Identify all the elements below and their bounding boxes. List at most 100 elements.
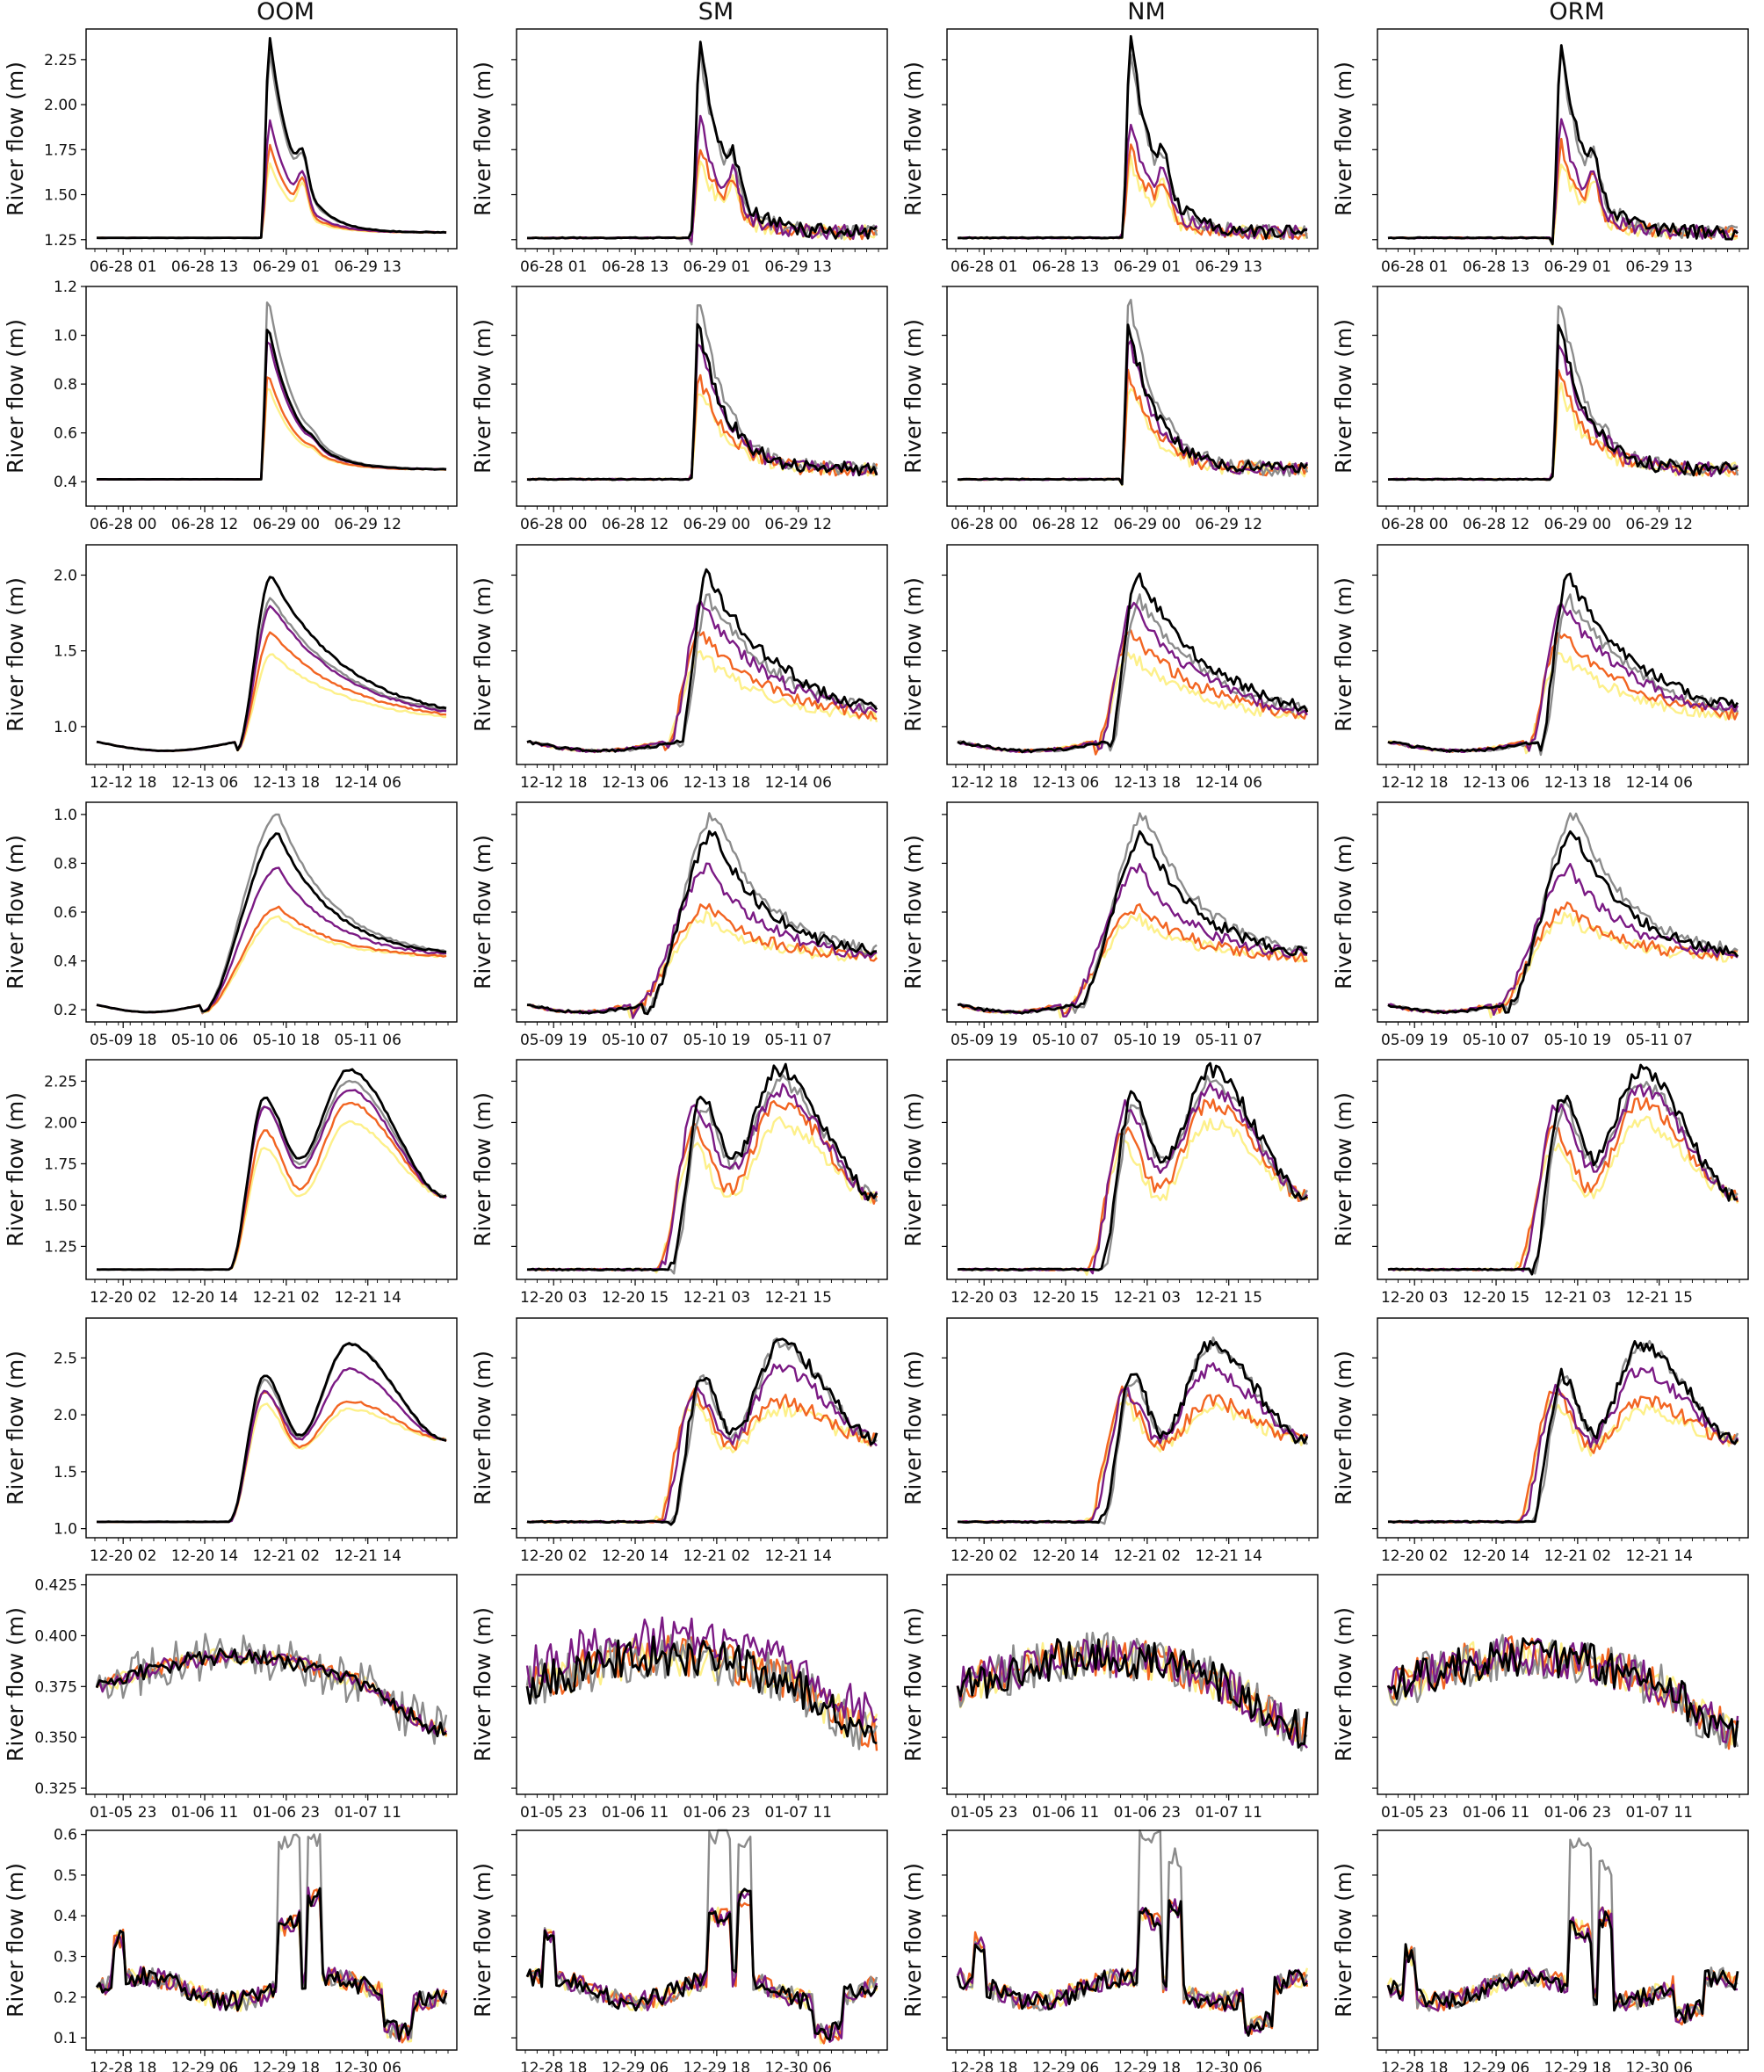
series-line-black xyxy=(525,1635,878,1745)
series-line-gray xyxy=(526,45,878,246)
x-tick-label: 01-06 23 xyxy=(683,1804,750,1822)
series-line-yellow xyxy=(96,915,447,1014)
y-axis-label: River flow (m) xyxy=(3,577,28,732)
x-tick-label: 06-28 13 xyxy=(1032,258,1099,276)
y-axis-label: River flow (m) xyxy=(1331,1863,1356,2018)
x-tick-label: 12-20 14 xyxy=(602,1547,669,1565)
series-line-yellow xyxy=(96,653,447,752)
series-line-gray xyxy=(1387,1081,1739,1275)
x-tick-label: 01-05 23 xyxy=(520,1804,587,1822)
x-tick-label: 06-29 01 xyxy=(683,258,750,276)
x-tick-label: 12-21 14 xyxy=(1196,1547,1262,1565)
y-tick-label: 0.6 xyxy=(54,425,77,443)
x-tick-label: 12-29 18 xyxy=(1114,2060,1181,2072)
series-line-purple xyxy=(526,862,878,1019)
series-line-black xyxy=(956,1638,1309,1749)
x-tick-label: 12-12 18 xyxy=(1381,774,1448,792)
series-line-gray xyxy=(526,1074,878,1275)
panel-r3-orm: 12-12 18 12-13 06 12-13 18 12-14 06 River fl… xyxy=(1331,544,1749,792)
x-tick-label: 06-29 00 xyxy=(253,516,320,533)
panel-r6-orm: 12-20 02 12-20 14 12-21 02 12-21 14 River fl… xyxy=(1331,1317,1749,1565)
x-tick-label: 06-29 13 xyxy=(1196,258,1262,276)
x-tick-label: 06-29 12 xyxy=(765,516,832,533)
panel-r3-oom: 1.0 1.5 2.0 12-12 18 12-13 06 12-13 18 12-14 0… xyxy=(3,544,458,792)
y-tick-label: 0.350 xyxy=(34,1729,77,1747)
x-tick-label: 06-28 12 xyxy=(1032,516,1099,533)
series-line-yellow xyxy=(526,910,878,1019)
x-tick-label: 01-06 23 xyxy=(1114,1804,1181,1822)
axes-frame xyxy=(516,1059,888,1280)
column-titles: OOM SM NM ORM xyxy=(257,0,1605,25)
x-tick-label: 01-07 11 xyxy=(335,1804,401,1822)
x-tick-label: 06-29 01 xyxy=(1114,258,1181,276)
series-line-gray xyxy=(1387,1339,1739,1524)
series-line-black xyxy=(957,572,1309,754)
x-tick-label: 01-06 23 xyxy=(1544,1804,1611,1822)
x-tick-label: 12-20 02 xyxy=(1381,1547,1448,1565)
series-line-black xyxy=(957,1061,1308,1271)
panel-r6-oom: 1.0 1.5 2.0 2.5 12-20 02 12-20 14 12-21 02 12-2… xyxy=(3,1317,458,1565)
series-line-gray xyxy=(96,1343,447,1524)
series-line-gray xyxy=(96,597,447,752)
series-line-purple xyxy=(525,1891,878,2043)
y-tick-label: 1.0 xyxy=(54,807,77,824)
y-axis-label: River flow (m) xyxy=(1331,319,1356,474)
series-line-black xyxy=(96,1068,447,1271)
series-line-orange xyxy=(957,902,1308,1015)
series-line-gray xyxy=(1386,1837,1739,2025)
series-line-yellow xyxy=(96,162,447,239)
series-line-yellow xyxy=(96,388,447,481)
y-tick-label: 1.75 xyxy=(44,1156,77,1173)
x-tick-label: 12-14 06 xyxy=(1626,774,1693,792)
series-line-black xyxy=(526,830,878,1016)
x-tick-label: 12-29 06 xyxy=(1032,2060,1099,2072)
x-tick-label: 12-20 14 xyxy=(171,1547,238,1565)
series-line-orange xyxy=(526,1901,878,2045)
series-line-purple xyxy=(96,341,447,481)
x-tick-label: 12-13 18 xyxy=(683,774,750,792)
x-tick-label: 01-06 11 xyxy=(1463,1804,1529,1822)
x-tick-label: 12-14 06 xyxy=(335,774,401,792)
column-title-nm: NM xyxy=(1127,0,1166,25)
y-tick-label: 1.0 xyxy=(54,328,77,345)
series-line-black xyxy=(95,1648,447,1738)
y-tick-label: 1.50 xyxy=(44,187,77,205)
axes-frame xyxy=(946,544,1319,765)
x-tick-label: 06-29 01 xyxy=(253,258,320,276)
y-tick-label: 0.4 xyxy=(54,953,77,971)
x-tick-label: 06-29 12 xyxy=(1626,516,1693,533)
x-tick-label: 05-10 07 xyxy=(602,1032,669,1049)
y-tick-label: 1.5 xyxy=(54,643,77,661)
series-line-black xyxy=(1387,44,1739,246)
series-line-black xyxy=(1387,1340,1739,1524)
y-axis-label: River flow (m) xyxy=(900,1863,926,2018)
x-tick-label: 12-30 06 xyxy=(1196,2060,1262,2072)
series-line-gray xyxy=(96,1079,447,1271)
y-tick-label: 2.00 xyxy=(44,97,77,114)
series-line-purple xyxy=(96,119,447,239)
series-line-yellow xyxy=(957,1901,1309,2033)
panel-r2-oom: 0.4 0.6 0.8 1.0 1.2 06-28 00 06-28 12 06-29 00 0… xyxy=(3,279,458,533)
y-axis-label: River flow (m) xyxy=(3,835,28,989)
x-tick-label: 12-30 06 xyxy=(335,2060,401,2072)
series-line-orange xyxy=(526,1387,878,1524)
x-tick-label: 12-29 06 xyxy=(171,2060,238,2072)
panel-r1-nm: 06-28 01 06-28 13 06-29 01 06-29 13 River fl… xyxy=(900,28,1319,276)
panel-r2-sm: 06-28 00 06-28 12 06-29 00 06-29 12 River fl… xyxy=(470,286,888,533)
x-tick-label: 01-06 11 xyxy=(171,1804,238,1822)
x-tick-label: 05-10 07 xyxy=(1032,1032,1099,1049)
x-tick-label: 01-06 11 xyxy=(602,1804,669,1822)
x-tick-label: 06-29 13 xyxy=(335,258,401,276)
x-tick-label: 12-20 03 xyxy=(520,1289,587,1307)
panel-r3-nm: 12-12 18 12-13 06 12-13 18 12-14 06 River fl… xyxy=(900,544,1319,792)
series-line-gray xyxy=(96,813,447,1014)
y-tick-label: 0.2 xyxy=(54,1989,77,2007)
series-line-black xyxy=(957,34,1308,240)
series-line-orange xyxy=(96,143,447,239)
series-line-purple xyxy=(96,1366,447,1524)
panel-r1-orm: 06-28 01 06-28 13 06-29 01 06-29 13 River fl… xyxy=(1331,28,1749,276)
x-tick-label: 12-20 15 xyxy=(1032,1289,1099,1307)
series-line-black xyxy=(96,576,447,752)
series-line-yellow xyxy=(1387,163,1739,246)
